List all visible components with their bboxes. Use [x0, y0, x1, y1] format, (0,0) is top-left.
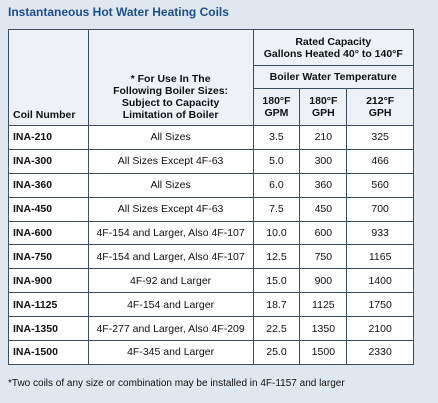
- cell: All Sizes Except 4F-63: [87, 196, 254, 222]
- header-line: * For Use In The: [130, 73, 211, 85]
- coil-number: INA-1125: [8, 292, 89, 318]
- cell: 10.0: [252, 220, 301, 246]
- table-row: INA-750 4F-154 and Larger, Also 4F-107 12.…: [8, 244, 414, 270]
- coil-number: INA-1500: [8, 340, 89, 365]
- cell: 1500: [299, 340, 348, 365]
- cell: 466: [346, 148, 414, 174]
- cell: 25.0: [252, 340, 301, 365]
- cell: 750: [299, 244, 348, 270]
- cell: 360: [299, 172, 348, 198]
- title: Instantaneous Hot Water Heating Coils: [8, 5, 229, 19]
- cell: 2100: [346, 316, 414, 342]
- cell: 600: [299, 220, 348, 246]
- cell: 4F-92 and Larger: [87, 268, 254, 294]
- cell: 1350: [299, 316, 348, 342]
- group-header: Boiler Water Temperature: [252, 65, 415, 89]
- cell: 4F-154 and Larger: [87, 292, 254, 318]
- coil-number: INA-750: [8, 244, 89, 270]
- cell: 4F-154 and Larger, Also 4F-107: [87, 220, 254, 246]
- header-line: Subject to Capacity: [121, 97, 220, 109]
- group-header: Rated Capacity Gallons Heated 40° to 140…: [252, 29, 415, 66]
- header-line: Following Boiler Sizes:: [113, 85, 229, 97]
- cell: 6.0: [252, 172, 301, 198]
- header-line: GPH: [368, 107, 392, 119]
- capacity-table: Coil Number * For Use In The Following B…: [8, 29, 415, 365]
- table-row: INA-210 All Sizes 3.5 210 325: [8, 125, 414, 150]
- cell: 18.7: [252, 292, 301, 318]
- unit-row: 180°F GPM 180°F GPH 212°F GPH: [9, 88, 414, 126]
- coil-number: INA-600: [8, 220, 89, 246]
- coil-number: INA-300: [8, 148, 89, 174]
- cell: 1165: [346, 244, 414, 270]
- header-line: Limitation of Boiler: [122, 109, 219, 121]
- column-header: Coil Number: [8, 29, 89, 126]
- cell: All Sizes: [87, 125, 254, 150]
- table-row: INA-1125 4F-154 and Larger 18.7 1125 1750: [8, 292, 414, 318]
- cell: 4F-277 and Larger, Also 4F-209: [87, 316, 254, 342]
- cell: 700: [346, 196, 414, 222]
- header-line: GPM: [264, 107, 289, 119]
- header-line: 180°F: [262, 95, 291, 107]
- coil-number: INA-1350: [8, 316, 89, 342]
- header-line: 212°F: [366, 95, 395, 107]
- table-row: INA-450 All Sizes Except 4F-63 7.5 450 700: [8, 196, 414, 222]
- cell: 2330: [346, 340, 414, 365]
- header-line: 180°F: [309, 95, 338, 107]
- cell: 450: [299, 196, 348, 222]
- header-line: Rated Capacity: [295, 35, 372, 48]
- unit-header: 212°F GPH: [346, 88, 414, 126]
- table-row: INA-1350 4F-277 and Larger, Also 4F-209 22…: [8, 316, 414, 342]
- column-header: * For Use In The Following Boiler Sizes:…: [87, 29, 254, 126]
- cell: 1400: [346, 268, 414, 294]
- table-row: INA-300 All Sizes Except 4F-63 5.0 300 466: [8, 148, 414, 174]
- cell: 4F-345 and Larger: [87, 340, 254, 365]
- table-row: INA-600 4F-154 and Larger, Also 4F-107 10.…: [8, 220, 414, 246]
- table-body: INA-210 All Sizes 3.5 210 325 INA-300 All Size…: [8, 125, 414, 365]
- header-line: GPH: [311, 107, 335, 119]
- cell: 933: [346, 220, 414, 246]
- unit-header: 180°F GPH: [299, 88, 348, 126]
- cell: 210: [299, 125, 348, 150]
- cell: All Sizes: [87, 172, 254, 198]
- cell: All Sizes Except 4F-63: [87, 148, 254, 174]
- footnote: *Two coils of any size or combination ma…: [8, 378, 345, 389]
- coil-number: INA-360: [8, 172, 89, 198]
- cell: 12.5: [252, 244, 301, 270]
- cell: 22.5: [252, 316, 301, 342]
- cell: 3.5: [252, 125, 301, 150]
- unit-header: 180°F GPM: [252, 88, 301, 126]
- cell: 7.5: [252, 196, 301, 222]
- cell: 15.0: [252, 268, 301, 294]
- coil-number: INA-450: [8, 196, 89, 222]
- cell: 900: [299, 268, 348, 294]
- header-line: Gallons Heated 40° to 140°F: [263, 47, 403, 60]
- table-row: INA-360 All Sizes 6.0 360 560: [8, 172, 414, 198]
- coil-number: INA-210: [8, 125, 89, 150]
- cell: 560: [346, 172, 414, 198]
- cell: 4F-154 and Larger, Also 4F-107: [87, 244, 254, 270]
- cell: 1125: [299, 292, 348, 318]
- table-row: INA-900 4F-92 and Larger 15.0 900 1400: [8, 268, 414, 294]
- cell: 325: [346, 125, 414, 150]
- table-row: INA-1500 4F-345 and Larger 25.0 1500 2330: [8, 340, 414, 365]
- cell: 5.0: [252, 148, 301, 174]
- coil-number: INA-900: [8, 268, 89, 294]
- cell: 300: [299, 148, 348, 174]
- cell: 1750: [346, 292, 414, 318]
